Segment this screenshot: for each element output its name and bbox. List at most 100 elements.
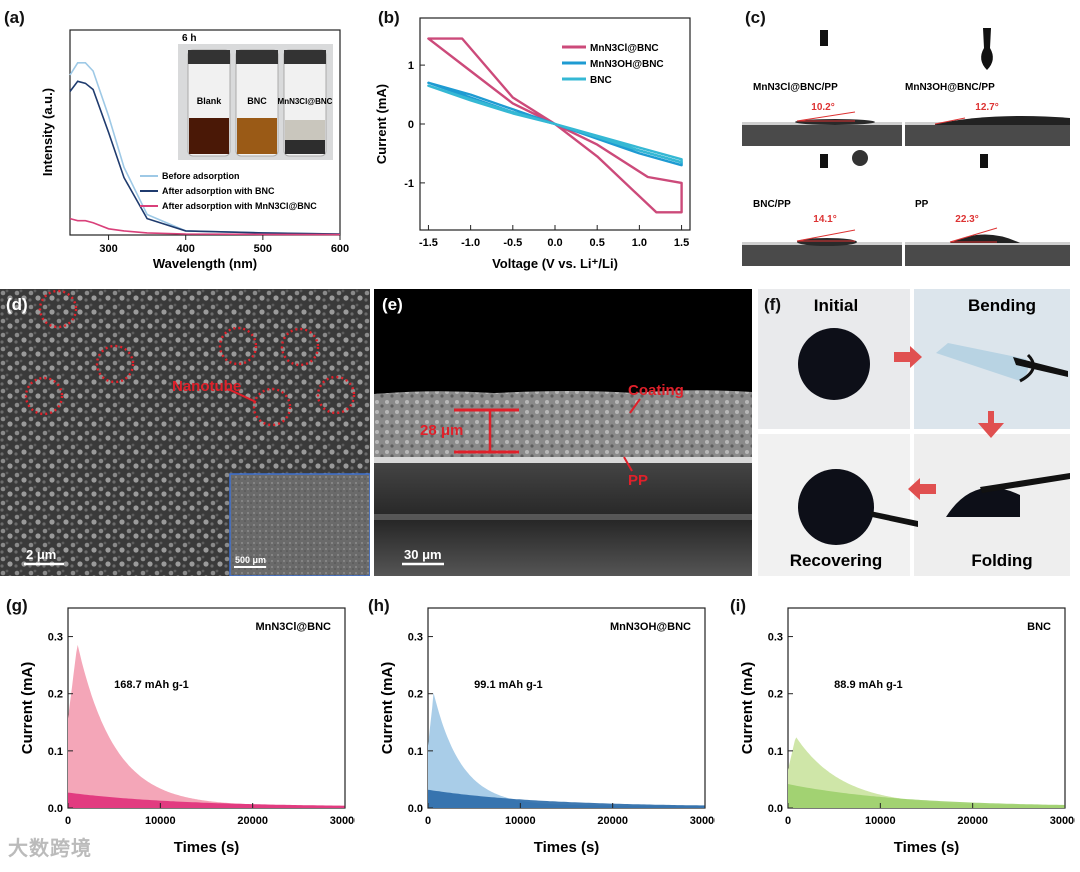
panel-label-g: (g) — [6, 596, 28, 615]
i-ylabel: Current (mA) — [739, 662, 756, 755]
vial-label-bnc: BNC — [247, 96, 267, 106]
i-base-area — [788, 784, 1065, 808]
h-xtick-label-1: 10000 — [505, 815, 536, 827]
b-ylabel: Current (mA) — [374, 84, 389, 164]
d-nanotube-annotation: Nanotube — [172, 378, 241, 395]
i-xtick-label-2: 20000 — [957, 815, 988, 827]
initial-disc — [798, 328, 870, 400]
panel-label-c: (c) — [745, 8, 766, 27]
c-item-3-angle: 22.3° — [955, 214, 978, 225]
c-item-0-angle: 10.2° — [811, 102, 834, 113]
b-legend-1: MnN3OH@BNC — [590, 59, 664, 70]
g-capacity-label: 168.7 mAh g-1 — [114, 679, 189, 691]
b-legend: MnN3Cl@BNC MnN3OH@BNC BNC — [562, 43, 664, 86]
a-legend: Before adsorption After adsorption with … — [140, 171, 317, 211]
panel-a: (a) 300 400 500 600 Wavelength (nm) Intensi… — [0, 0, 350, 280]
panel-label-e: (e) — [382, 295, 403, 314]
vial-bnc: BNC — [235, 49, 279, 157]
a-xtick-label-3: 600 — [331, 243, 349, 255]
e-coating-label: Coating — [628, 382, 684, 399]
a-series-2 — [69, 217, 341, 236]
b-xtick-label-0: -1.5 — [419, 237, 438, 249]
i-ytick-label-0: 0.0 — [768, 803, 783, 815]
c-item-2-name: BNC/PP — [753, 199, 791, 210]
a-series-1 — [69, 80, 341, 235]
h-ytick-label-0: 0.0 — [408, 803, 423, 815]
a-legend-0: Before adsorption — [162, 171, 240, 181]
a-legend-1: After adsorption with BNC — [162, 186, 275, 196]
vial-mnn3cl: MnN3Cl@BNC — [278, 49, 333, 157]
vial-label-mnn3cl: MnN3Cl@BNC — [278, 97, 333, 106]
c-item-0-name: MnN3Cl@BNC/PP — [753, 82, 838, 93]
a-legend-2: After adsorption with MnN3Cl@BNC — [162, 201, 317, 211]
c-item-2-angle: 14.1° — [813, 214, 836, 225]
h-capacity-label: 99.1 mAh g-1 — [474, 679, 542, 691]
g-xtick-label-1: 10000 — [145, 815, 176, 827]
c-item-1-angle: 12.7° — [975, 102, 998, 113]
panel-label-h: (h) — [368, 596, 390, 615]
a-xtick-label-0: 300 — [99, 243, 117, 255]
i-ytick-label-2: 0.2 — [768, 689, 783, 701]
h-main-area — [428, 692, 705, 808]
i-ytick-label-3: 0.3 — [768, 632, 783, 644]
cv-chart: -1.5 -1.0 -0.5 0.0 0.5 1.0 1.5 1 0 -1 Voltage (V… — [374, 17, 691, 271]
panel-label-i: (i) — [730, 596, 747, 615]
b-ytick-label-1: 0 — [408, 119, 414, 131]
e-pp-label: PP — [628, 472, 648, 489]
g-ytick-label-1: 0.1 — [48, 746, 63, 758]
i-sample-label: BNC — [1027, 621, 1051, 633]
e-scale: 30 μm — [404, 547, 442, 562]
a-xtick-label-2: 500 — [254, 243, 272, 255]
g-main-area — [68, 644, 345, 808]
b-xtick-label-6: 1.5 — [674, 237, 689, 249]
panel-label-d: (d) — [6, 295, 28, 314]
recovered-disc — [798, 469, 874, 545]
b-legend-0: MnN3Cl@BNC — [590, 43, 659, 54]
b-xtick-label-4: 0.5 — [590, 237, 605, 249]
h-ytick-label-1: 0.1 — [408, 746, 423, 758]
flexibility-photos: Initial Bending Recovering Folding — [758, 289, 1070, 576]
b-xlabel: Voltage (V vs. Li⁺/Li) — [492, 256, 618, 271]
contact-angle-images: MnN3Cl@BNC/PP 10.2° MnN3OH@BNC/PP 12.7° … — [742, 28, 1070, 266]
b-series-2 — [427, 84, 683, 164]
b-series-0 — [427, 37, 683, 214]
f-step-bending: Bending — [968, 296, 1036, 315]
f-step-initial: Initial — [814, 296, 858, 315]
g-base-area — [68, 792, 345, 808]
panel-label-a: (a) — [4, 8, 25, 27]
panel-label-f: (f) — [764, 295, 781, 314]
g-ytick-label-0: 0.0 — [48, 803, 63, 815]
d-inset-scale: 500 μm — [235, 555, 266, 565]
vial-label-blank: Blank — [197, 96, 223, 106]
i-xtick-label-0: 0 — [785, 815, 791, 827]
b-xtick-label-2: -0.5 — [503, 237, 522, 249]
panel-label-b: (b) — [378, 8, 400, 27]
panel-c: (c) MnN3Cl@BNC/PP 10.2° MnN3OH@BNC/PP 12… — [735, 0, 1075, 280]
b-xtick-label-5: 1.0 — [632, 237, 647, 249]
a-xlabel: Wavelength (nm) — [153, 256, 257, 271]
panel-d: Nanotube 500 μm 2 μm (d) — [0, 289, 371, 577]
i-capacity-label: 88.9 mAh g-1 — [834, 679, 902, 691]
f-step-recovering: Recovering — [790, 551, 883, 570]
h-base-area — [428, 789, 705, 808]
g-ytick-label-3: 0.3 — [48, 632, 63, 644]
c-item-1-name: MnN3OH@BNC/PP — [905, 82, 995, 93]
g-xtick-label-2: 20000 — [237, 815, 268, 827]
h-xtick-label-0: 0 — [425, 815, 431, 827]
b-xtick-label-1: -1.0 — [461, 237, 480, 249]
i-main-area — [788, 737, 1065, 808]
c-item-3-name: PP — [915, 199, 929, 210]
i-xlabel: Times (s) — [894, 839, 960, 856]
g-ytick-label-2: 0.2 — [48, 689, 63, 701]
h-ylabel: Current (mA) — [379, 662, 396, 755]
a-xtick-label-1: 400 — [177, 243, 195, 255]
panel-e: 28 μm Coating PP 30 μm (e) — [374, 289, 752, 576]
